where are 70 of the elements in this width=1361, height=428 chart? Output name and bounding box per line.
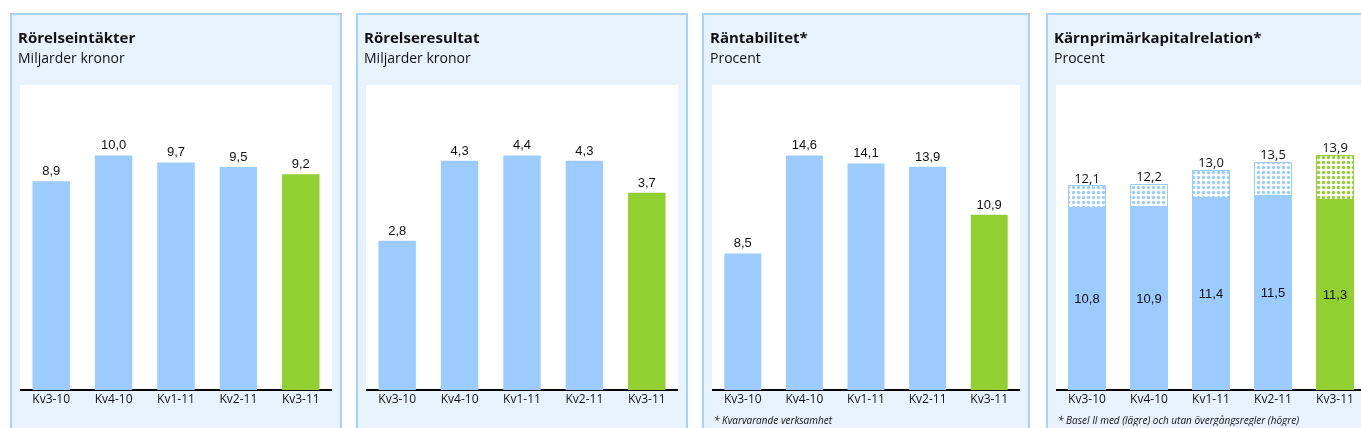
bar — [32, 181, 70, 390]
data-label: 10,0 — [100, 137, 127, 153]
data-label: 4,3 — [575, 142, 594, 158]
x-tick-label: Kv3-10 — [378, 390, 417, 407]
x-tick-label: Kv3-11 — [281, 390, 320, 407]
x-tick-label: Kv2-11 — [1254, 390, 1292, 407]
x-tick-label: Kv3-10 — [723, 390, 762, 407]
data-label: 4,4 — [512, 137, 532, 153]
data-label: 13,9 — [914, 148, 941, 164]
data-label: 11,4 — [1198, 286, 1224, 302]
chart-subtitle: Miljarder kronor — [364, 47, 471, 67]
data-label: 9,2 — [291, 156, 310, 172]
total-label: 12,2 — [1136, 166, 1162, 185]
x-tick-label: Kv1-11 — [503, 390, 541, 407]
x-tick-label: Kv1-11 — [847, 390, 885, 407]
x-tick-label: Kv3-10 — [32, 390, 71, 407]
data-label: 4,3 — [450, 142, 469, 158]
data-label: 14,1 — [853, 145, 879, 161]
chart-title: Kärnprimärkapitalrelation* — [1054, 27, 1262, 47]
bar — [94, 155, 133, 390]
chart-title: Rörelseresultat — [364, 27, 480, 47]
chart-subtitle: Miljarder kronor — [18, 47, 125, 67]
x-tick-label: Kv4-10 — [440, 390, 479, 407]
bar — [970, 214, 1008, 390]
chart-subtitle: Procent — [710, 47, 761, 67]
chart-title: Räntabilitet* — [710, 27, 808, 47]
data-label: 11,5 — [1260, 285, 1286, 301]
chart-title: Rörelseintäkter — [18, 27, 136, 47]
data-label: 3,7 — [637, 174, 656, 190]
bar — [565, 160, 604, 390]
bar — [785, 155, 823, 390]
bar — [503, 155, 541, 390]
bar — [219, 167, 258, 390]
data-label: 11,3 — [1322, 287, 1348, 303]
data-label: 10,9 — [976, 196, 1002, 212]
x-tick-label: Kv2-11 — [565, 390, 604, 407]
data-label: 10,9 — [1136, 290, 1162, 306]
x-tick-label: Kv3-10 — [1068, 390, 1107, 407]
bar — [847, 163, 885, 390]
bar — [440, 160, 479, 390]
x-tick-label: Kv1-11 — [157, 390, 195, 407]
text: * Kvarvarande verksamhet — [714, 413, 833, 427]
data-label: 2,8 — [388, 222, 407, 238]
data-label: 9,5 — [229, 149, 248, 165]
data-label: 9,7 — [166, 144, 186, 160]
data-label: 14,6 — [791, 137, 818, 153]
x-tick-label: Kv1-11 — [1192, 390, 1230, 407]
data-label: 8,9 — [42, 163, 61, 179]
x-tick-label: Kv3-11 — [1316, 390, 1354, 407]
bar — [628, 192, 666, 390]
x-tick-label: Kv3-11 — [970, 390, 1009, 407]
data-label: 8,5 — [733, 235, 752, 251]
bar — [282, 174, 320, 390]
x-tick-label: Kv4-10 — [1130, 390, 1169, 407]
x-tick-label: Kv2-11 — [219, 390, 258, 407]
total-label: 13,5 — [1260, 144, 1286, 163]
x-tick-label: Kv4-10 — [94, 390, 133, 407]
total-label: 12,1 — [1074, 168, 1100, 187]
x-tick-label: Kv3-11 — [627, 390, 666, 407]
bar — [724, 253, 762, 390]
bar — [909, 166, 947, 390]
total-label: 13,9 — [1322, 138, 1348, 157]
text: * Basel II med (lägre) och utan övergångsregler (högre) — [1058, 413, 1300, 427]
data-label: 10,8 — [1074, 291, 1100, 307]
x-tick-label: Kv2-11 — [908, 390, 947, 407]
bar — [378, 240, 416, 390]
bar — [157, 162, 195, 390]
total-label: 13,0 — [1198, 153, 1224, 172]
chart-subtitle: Procent — [1054, 47, 1105, 67]
x-tick-label: Kv4-10 — [785, 390, 824, 407]
